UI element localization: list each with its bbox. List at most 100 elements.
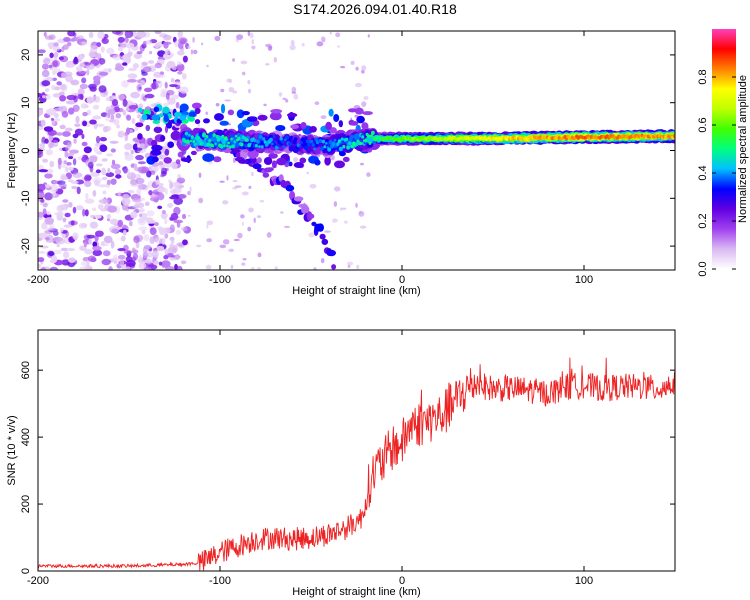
noise-speckle (164, 148, 170, 156)
line-band (279, 137, 283, 141)
noise-speckle (143, 40, 147, 46)
noise-speckle (62, 199, 69, 203)
line-band (196, 135, 200, 140)
line-band (359, 142, 363, 145)
noise-speckle (113, 254, 118, 261)
noise-speckle (65, 166, 69, 173)
noise-speckle (158, 261, 163, 266)
noise-speckle (142, 251, 149, 259)
noise-speckle (256, 215, 262, 219)
noise-speckle (130, 211, 138, 219)
noise-speckle (144, 87, 153, 93)
noise-speckle (150, 82, 159, 90)
line-band (338, 146, 343, 152)
noise-speckle (251, 171, 254, 177)
noise-speckle (45, 237, 50, 241)
noise-speckle (146, 210, 155, 217)
noise-speckle (350, 60, 355, 65)
noise-speckle (118, 46, 123, 52)
noise-speckle (66, 162, 72, 166)
noise-speckle (128, 220, 133, 227)
line-band (246, 139, 249, 142)
noise-speckle (117, 130, 125, 138)
line-band (340, 137, 344, 141)
noise-speckle (76, 205, 84, 211)
noise-speckle (101, 38, 109, 44)
noise-speckle (42, 203, 48, 208)
bottom-x-tick-label: 100 (575, 575, 593, 587)
noise-speckle (61, 233, 66, 238)
noise-speckle (122, 229, 127, 236)
line-band (299, 145, 302, 148)
noise-speckle (80, 41, 88, 46)
noise-speckle (147, 60, 155, 64)
scatter-blob (338, 151, 346, 157)
top-y-tick-label: 0 (20, 147, 32, 153)
scatter-blob (334, 160, 345, 169)
scatter-blob (194, 107, 201, 115)
branch-blob (317, 223, 324, 232)
noise-speckle (228, 248, 231, 252)
noise-speckle (79, 41, 83, 46)
noise-speckle (126, 42, 135, 49)
noise-speckle (122, 110, 127, 116)
noise-speckle (278, 92, 283, 97)
noise-speckle (65, 204, 69, 209)
line-band (215, 134, 219, 139)
noise-speckle (56, 243, 60, 248)
line-band (285, 135, 289, 140)
noise-speckle (163, 102, 170, 107)
noise-speckle (63, 160, 67, 165)
noise-speckle (226, 175, 229, 181)
noise-speckle (148, 190, 153, 196)
scatter-blob (309, 126, 317, 133)
noise-speckle (88, 238, 93, 245)
noise-speckle (112, 54, 122, 61)
line-band (351, 145, 354, 149)
line-band (181, 141, 186, 147)
noise-speckle (333, 201, 338, 207)
line-band (260, 145, 264, 149)
noise-speckle (91, 207, 97, 212)
noise-speckle (61, 46, 65, 53)
line-band (306, 142, 311, 147)
noise-speckle (222, 200, 229, 205)
noise-speckle (169, 236, 175, 241)
noise-speckle (173, 206, 181, 215)
noise-speckle (232, 58, 236, 62)
scatter-blob (190, 150, 197, 156)
line-band (361, 135, 365, 139)
noise-speckle (241, 262, 246, 266)
line-band (319, 146, 324, 151)
noise-speckle (138, 213, 143, 217)
noise-speckle (102, 126, 109, 133)
noise-speckle (44, 184, 51, 189)
noise-speckle (130, 149, 134, 155)
line-band (336, 142, 340, 146)
noise-speckle (89, 45, 99, 50)
line-band (368, 141, 372, 145)
line-band (235, 142, 240, 148)
noise-speckle (53, 118, 61, 122)
noise-speckle (61, 131, 71, 137)
line-band (204, 137, 207, 141)
noise-speckle (241, 191, 249, 196)
noise-speckle (171, 94, 180, 100)
bottom-y-axis-label: SNR (10 * v/v) (6, 415, 18, 485)
noise-speckle (88, 32, 94, 38)
noise-speckle (120, 235, 126, 242)
noise-speckle (173, 219, 184, 224)
noise-speckle (124, 31, 134, 38)
noise-speckle (173, 197, 183, 205)
noise-speckle (128, 67, 137, 72)
noise-speckle (41, 80, 51, 87)
noise-speckle (53, 52, 59, 58)
noise-speckle (164, 233, 169, 239)
noise-speckle (115, 113, 122, 119)
noise-speckle (102, 190, 107, 195)
noise-speckle (98, 71, 109, 76)
noise-speckle (293, 157, 299, 163)
noise-speckle (181, 73, 187, 80)
noise-speckle (127, 172, 132, 177)
noise-speckle (124, 153, 134, 161)
